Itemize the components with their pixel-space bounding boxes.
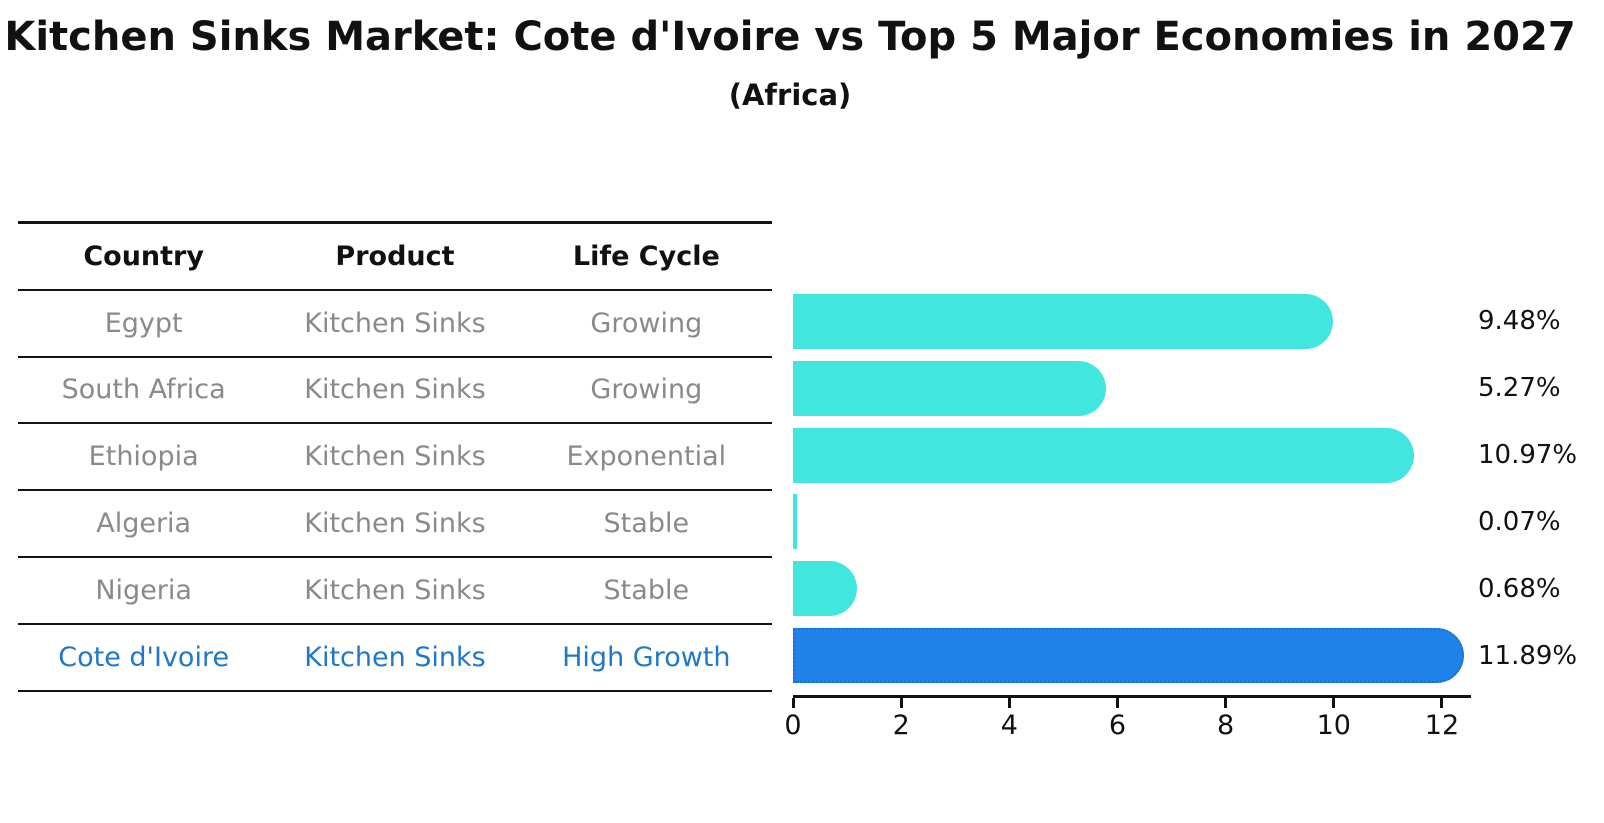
chart-subtitle: (Africa)	[728, 78, 852, 112]
x-tick-label: 10	[1316, 710, 1351, 741]
product-cell: Kitchen Sinks	[304, 508, 486, 540]
x-tick-mark	[1332, 698, 1336, 708]
column-header: Country	[83, 240, 204, 272]
column-header: Product	[335, 240, 455, 272]
x-tick-label: 2	[892, 710, 910, 741]
bar	[793, 293, 1334, 349]
country-cell: Egypt	[104, 307, 183, 339]
column-header: Life Cycle	[572, 240, 720, 272]
value-label: 11.89%	[1478, 640, 1578, 671]
table-row: Ethiopia Kitchen Sinks Exponential	[18, 424, 772, 492]
country-cell: Nigeria	[95, 574, 192, 606]
life-cycle-cell: Growing	[590, 374, 703, 406]
value-label: 10.97%	[1478, 440, 1578, 471]
country-cell: Ethiopia	[88, 441, 199, 473]
x-tick-label: 6	[1108, 710, 1127, 741]
country-cell: Algeria	[96, 508, 192, 540]
country-cell: Cote d'Ivoire	[58, 641, 230, 673]
value-label: 0.07%	[1478, 506, 1561, 537]
product-cell: Kitchen Sinks	[304, 307, 486, 339]
life-cycle-cell: Growing	[590, 307, 703, 339]
x-tick-mark	[899, 698, 903, 708]
table-body: Egypt Kitchen Sinks Growing South Africa Kit…	[18, 291, 772, 692]
life-cycle-cell: Stable	[603, 508, 690, 540]
bar	[793, 360, 1106, 416]
table-row: Nigeria Kitchen Sinks Stable	[18, 558, 772, 625]
x-tick-mark	[1224, 698, 1228, 708]
bar	[793, 494, 797, 550]
country-cell: South Africa	[61, 374, 226, 406]
table-row: Algeria Kitchen Sinks Stable	[18, 491, 772, 558]
x-tick-label: 0	[784, 710, 802, 741]
chart-title: Kitchen Sinks Market: Cote d'Ivoire vs T…	[4, 14, 1576, 60]
product-cell: Kitchen Sinks	[304, 374, 486, 406]
product-cell: Kitchen Sinks	[304, 574, 486, 606]
table-row: Cote d'Ivoire Kitchen Sinks High Growth	[18, 625, 772, 692]
x-axis-line	[793, 695, 1471, 698]
x-tick-mark	[1440, 698, 1444, 708]
x-tick-mark	[1115, 698, 1119, 708]
x-tick-label: 12	[1424, 710, 1460, 741]
x-tick-mark	[1007, 698, 1011, 708]
table-row: Egypt Kitchen Sinks Growing	[18, 291, 772, 358]
table-row: South Africa Kitchen Sinks Growing	[18, 358, 772, 425]
life-cycle-cell: High Growth	[562, 641, 731, 673]
bar	[793, 561, 858, 617]
product-cell: Kitchen Sinks	[304, 441, 486, 473]
product-cell: Kitchen Sinks	[304, 641, 486, 673]
value-label: 9.48%	[1478, 306, 1561, 337]
life-cycle-cell: Exponential	[566, 441, 727, 473]
x-tick-mark	[791, 698, 795, 708]
life-cycle-cell: Stable	[603, 574, 690, 606]
value-label: 0.68%	[1478, 573, 1561, 604]
value-label: 5.27%	[1478, 373, 1561, 404]
x-tick-label: 8	[1217, 710, 1235, 741]
bar-highlight	[793, 628, 1464, 684]
x-tick-label: 4	[1000, 710, 1018, 741]
bar-chart: 9.48% 5.27% 10.97% 0.07% 0.68% 11.89% 0 2 4 6 8 10…	[784, 288, 1604, 823]
table-header-row: Country Product Life Cycle	[18, 224, 772, 291]
country-table: Country Product Life Cycle Egypt Kitchen Si…	[18, 221, 772, 692]
bar	[793, 427, 1414, 483]
